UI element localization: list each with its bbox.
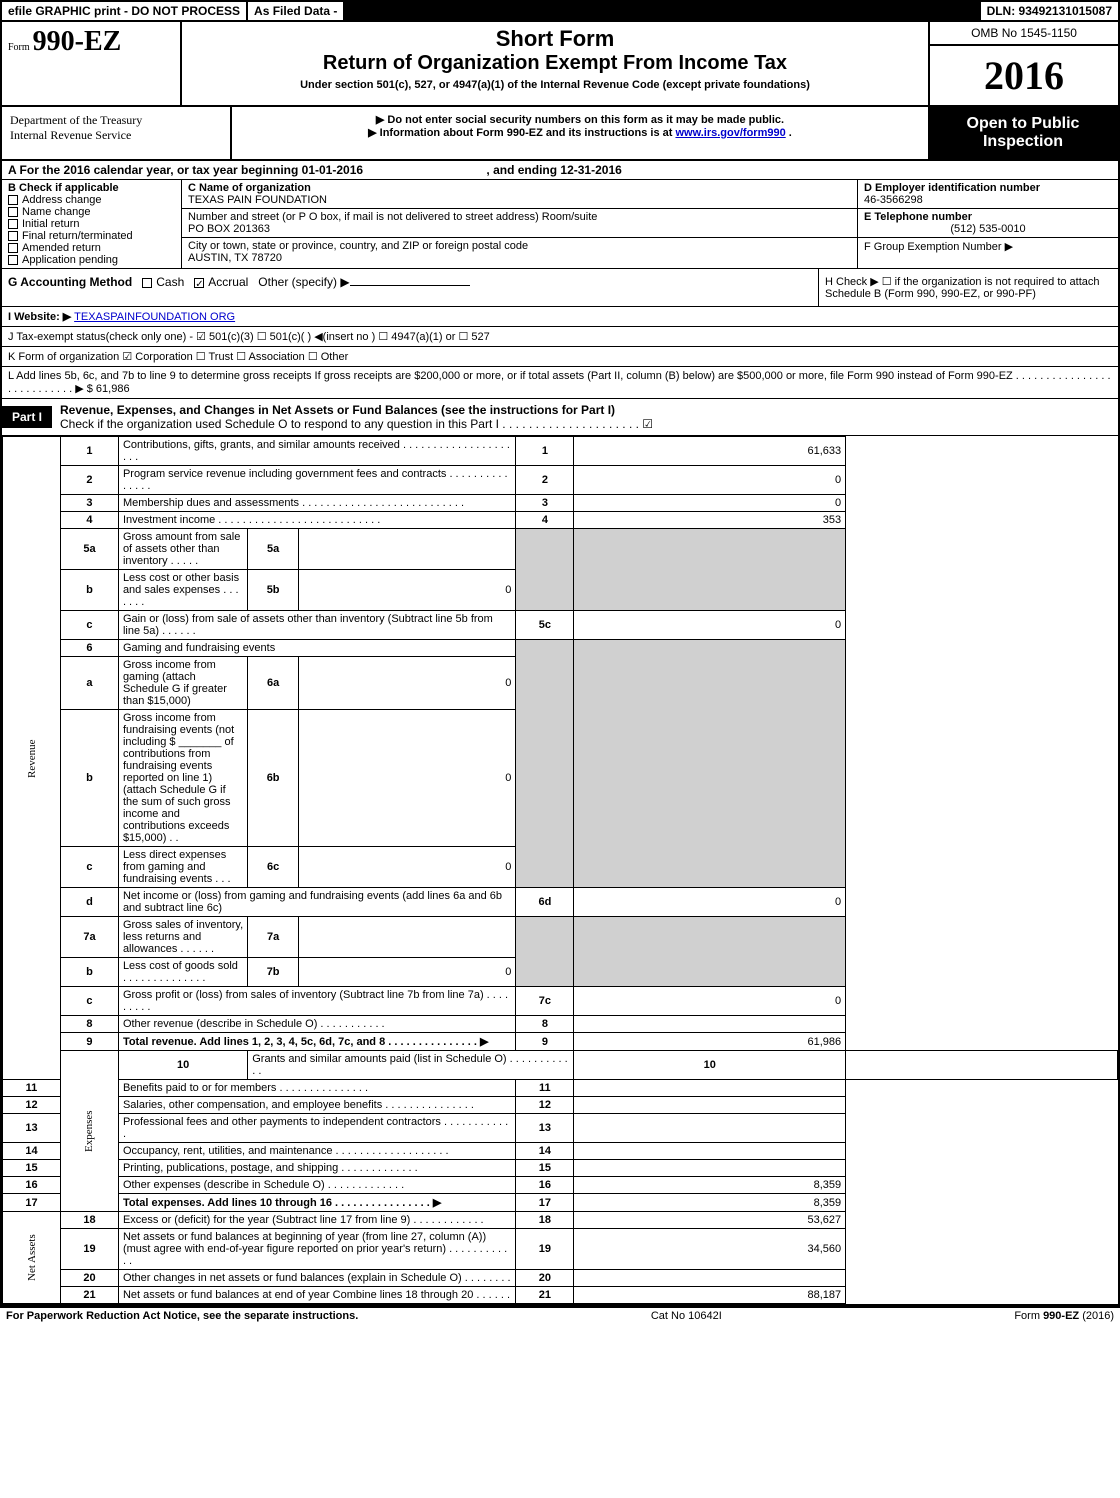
b-label: B Check if applicable	[8, 182, 175, 194]
ssn-warning: ▶ Do not enter social security numbers o…	[240, 113, 920, 126]
line-19: 19 Net assets or fund balances at beginn…	[3, 1229, 1118, 1270]
short-form-label: Short Form	[192, 26, 918, 52]
f-group-block: F Group Exemption Number ▶	[858, 238, 1118, 255]
c-city-block: City or town, state or province, country…	[182, 238, 857, 266]
part-i-table: Revenue 1 Contributions, gifts, grants, …	[2, 436, 1118, 1304]
revenue-label: Revenue	[3, 437, 61, 1080]
col-c: C Name of organization TEXAS PAIN FOUNDA…	[182, 180, 858, 268]
e-phone-block: E Telephone number (512) 535-0010	[858, 209, 1118, 238]
chk-address-change[interactable]: Address change	[8, 194, 175, 206]
page-footer: For Paperwork Reduction Act Notice, see …	[0, 1306, 1120, 1324]
form-title: Return of Organization Exempt From Incom…	[192, 52, 918, 75]
chk-initial-return[interactable]: Initial return	[8, 218, 175, 230]
form-ref: Form 990-EZ (2016)	[1014, 1310, 1114, 1322]
h-schedule-b: H Check ▶ ☐ if the organization is not r…	[818, 269, 1118, 306]
org-address: PO BOX 201363	[188, 223, 270, 235]
line-13: 13 Professional fees and other payments …	[3, 1114, 1118, 1143]
tax-year: 2016	[930, 46, 1118, 105]
netassets-label: Net Assets	[3, 1212, 61, 1304]
irs-label: Internal Revenue Service	[10, 128, 222, 143]
form-number: 990-EZ	[33, 26, 122, 57]
line-12: 12 Salaries, other compensation, and emp…	[3, 1097, 1118, 1114]
block-b-through-f: B Check if applicable Address change Nam…	[2, 180, 1118, 269]
line-5a: 5a Gross amount from sale of assets othe…	[3, 529, 1118, 570]
d-ein-block: D Employer identification number 46-3566…	[858, 180, 1118, 209]
line-11: 11 Benefits paid to or for members . . .…	[3, 1080, 1118, 1097]
line-2: 2 Program service revenue including gove…	[3, 466, 1118, 495]
g-accounting: G Accounting Method Cash Accrual Other (…	[2, 269, 818, 306]
chk-application-pending[interactable]: Application pending	[8, 254, 175, 266]
phone-value: (512) 535-0010	[864, 223, 1112, 235]
cat-no: Cat No 10642I	[651, 1310, 722, 1322]
info-link-line: ▶ Information about Form 990-EZ and its …	[240, 126, 920, 139]
expenses-label: Expenses	[60, 1051, 118, 1212]
other-accounting-input[interactable]	[350, 285, 470, 286]
line-21: 21 Net assets or fund balances at end of…	[3, 1287, 1118, 1304]
warnings: ▶ Do not enter social security numbers o…	[232, 107, 928, 159]
dept-box: Department of the Treasury Internal Reve…	[2, 107, 232, 159]
paperwork-notice: For Paperwork Reduction Act Notice, see …	[6, 1310, 358, 1322]
org-name: TEXAS PAIN FOUNDATION	[188, 194, 327, 206]
line-8: 8 Other revenue (describe in Schedule O)…	[3, 1016, 1118, 1033]
dept-treasury: Department of the Treasury	[10, 113, 222, 128]
row-l: L Add lines 5b, 6c, and 7b to line 9 to …	[2, 367, 1118, 399]
omb-number: OMB No 1545-1150	[930, 22, 1118, 46]
chk-final-return[interactable]: Final return/terminated	[8, 230, 175, 242]
sub-header: Department of the Treasury Internal Reve…	[2, 107, 1118, 161]
efile-notice: efile GRAPHIC print - DO NOT PROCESS	[2, 2, 248, 20]
part-i-tag: Part I	[2, 406, 52, 428]
row-j: J Tax-exempt status(check only one) - ☑ …	[2, 327, 1118, 347]
row-k: K Form of organization ☑ Corporation ☐ T…	[2, 347, 1118, 367]
open-to-public: Open to Public Inspection	[928, 107, 1118, 159]
website-link[interactable]: TEXASPAINFOUNDATION ORG	[74, 311, 235, 323]
chk-accrual[interactable]	[194, 278, 204, 288]
row-i: I Website: ▶ TEXASPAINFOUNDATION ORG	[2, 307, 1118, 327]
c-address-block: Number and street (or P O box, if mail i…	[182, 209, 857, 238]
c-name-block: C Name of organization TEXAS PAIN FOUNDA…	[182, 180, 857, 209]
line-4: 4 Investment income . . . . . . . . . . …	[3, 512, 1118, 529]
topbar: efile GRAPHIC print - DO NOT PROCESS As …	[2, 2, 1118, 22]
chk-name-change[interactable]: Name change	[8, 206, 175, 218]
irs-link[interactable]: www.irs.gov/form990	[675, 127, 785, 139]
line-6: 6 Gaming and fundraising events	[3, 640, 1118, 657]
line-3: 3 Membership dues and assessments . . . …	[3, 495, 1118, 512]
line-17: 17 Total expenses. Add lines 10 through …	[3, 1194, 1118, 1212]
line-5c: c Gain or (loss) from sale of assets oth…	[3, 611, 1118, 640]
ein-value: 46-3566298	[864, 194, 923, 206]
col-d-e-f: D Employer identification number 46-3566…	[858, 180, 1118, 268]
form-title-box: Short Form Return of Organization Exempt…	[182, 22, 928, 105]
line-10: Expenses 10 Grants and similar amounts p…	[3, 1051, 1118, 1080]
form-number-box: Form 990-EZ	[2, 22, 182, 105]
line-7a: 7a Gross sales of inventory, less return…	[3, 917, 1118, 958]
form-header: Form 990-EZ Short Form Return of Organiz…	[2, 22, 1118, 107]
header-right: OMB No 1545-1150 2016	[928, 22, 1118, 105]
row-g-h: G Accounting Method Cash Accrual Other (…	[2, 269, 1118, 307]
as-filed-label: As Filed Data -	[248, 2, 363, 20]
line-7c: c Gross profit or (loss) from sales of i…	[3, 987, 1118, 1016]
line-16: 16 Other expenses (describe in Schedule …	[3, 1177, 1118, 1194]
col-b: B Check if applicable Address change Nam…	[2, 180, 182, 268]
row-a: A For the 2016 calendar year, or tax yea…	[2, 161, 1118, 180]
part-i-bar: Part I Revenue, Expenses, and Changes in…	[2, 399, 1118, 436]
form-990ez: efile GRAPHIC print - DO NOT PROCESS As …	[0, 0, 1120, 1306]
line-15: 15 Printing, publications, postage, and …	[3, 1160, 1118, 1177]
form-prefix: Form	[8, 42, 30, 53]
line-20: 20 Other changes in net assets or fund b…	[3, 1270, 1118, 1287]
form-subtitle: Under section 501(c), 527, or 4947(a)(1)…	[192, 79, 918, 91]
line-14: 14 Occupancy, rent, utilities, and maint…	[3, 1143, 1118, 1160]
line-18: Net Assets 18 Excess or (deficit) for th…	[3, 1212, 1118, 1229]
line-9: 9 Total revenue. Add lines 1, 2, 3, 4, 5…	[3, 1033, 1118, 1051]
chk-cash[interactable]	[142, 278, 152, 288]
part-i-title: Revenue, Expenses, and Changes in Net As…	[52, 399, 661, 435]
line-1: Revenue 1 Contributions, gifts, grants, …	[3, 437, 1118, 466]
org-city: AUSTIN, TX 78720	[188, 252, 282, 264]
chk-amended-return[interactable]: Amended return	[8, 242, 175, 254]
line-6d: d Net income or (loss) from gaming and f…	[3, 888, 1118, 917]
dln-label: DLN: 93492131015087	[981, 2, 1118, 20]
